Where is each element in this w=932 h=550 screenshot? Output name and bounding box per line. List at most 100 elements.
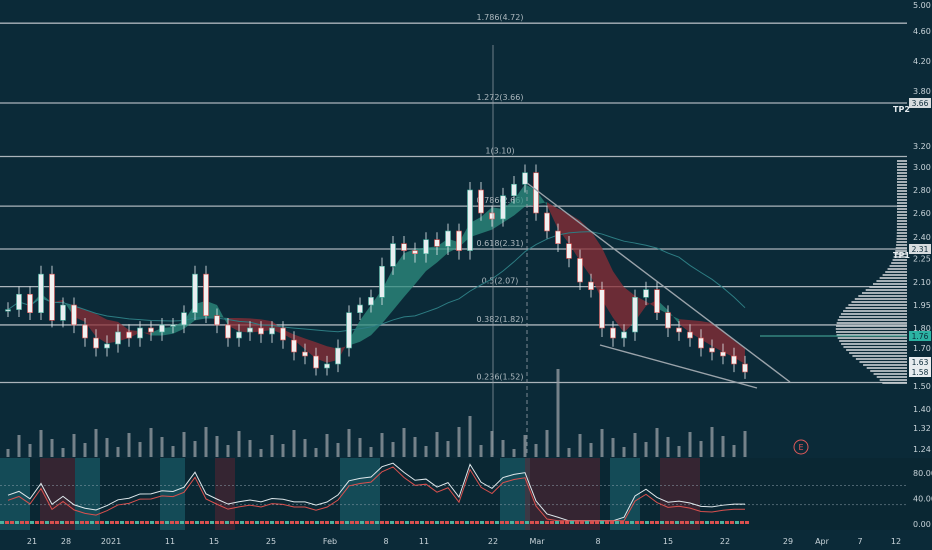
candle-body bbox=[566, 243, 572, 259]
ribbon-segment bbox=[569, 213, 580, 262]
oscillator-dot bbox=[75, 521, 79, 524]
y-axis: 5.00 4.60 4.20 3.80 3.20 3.00 2.80 2.60 2.40 2.25… bbox=[913, 1, 932, 529]
ribbon-segment bbox=[96, 313, 107, 344]
oscillator-dot bbox=[140, 521, 144, 524]
volume-profile-bar bbox=[896, 190, 907, 192]
volume-profile-bar bbox=[896, 196, 907, 198]
oscillator-dot bbox=[60, 521, 64, 524]
volume-profile-bar bbox=[879, 379, 907, 381]
oscillator-dot bbox=[145, 521, 149, 524]
oscillator-dot bbox=[185, 521, 189, 524]
volume-profile-bar bbox=[845, 307, 907, 309]
volume-profile-bar bbox=[854, 298, 907, 300]
oscillator-dot bbox=[415, 521, 419, 524]
oscillator-dot bbox=[565, 521, 569, 524]
oscillator-dot bbox=[105, 521, 109, 524]
oscillator-dot bbox=[655, 521, 659, 524]
oscillator-dot bbox=[725, 521, 729, 524]
oscillator-dot bbox=[225, 521, 229, 524]
oscillator-dot bbox=[640, 521, 644, 524]
candle-body bbox=[269, 327, 275, 335]
candle-body bbox=[577, 258, 583, 283]
oscillator-dot bbox=[235, 521, 239, 524]
oscillator-dot bbox=[405, 521, 409, 524]
oscillator-dot bbox=[165, 521, 169, 524]
candle-body bbox=[643, 289, 649, 298]
x-axis-tick-label: 22 bbox=[488, 537, 498, 546]
volume-bar bbox=[314, 448, 318, 457]
oscillator-dot bbox=[130, 521, 134, 524]
volume-bar bbox=[655, 428, 659, 457]
volume-bar bbox=[677, 446, 681, 457]
oscillator-dot bbox=[555, 521, 559, 524]
oscillator-dot bbox=[580, 521, 584, 524]
oscillator-dot bbox=[15, 521, 19, 524]
oscillator-dot bbox=[190, 521, 194, 524]
y-axis-tick-label: 2.60 bbox=[913, 209, 931, 218]
volume-bar bbox=[215, 436, 219, 457]
oscillator-dot bbox=[170, 521, 174, 524]
volume-bar bbox=[61, 448, 65, 457]
volume-bar bbox=[501, 440, 505, 457]
volume-bar bbox=[468, 416, 472, 457]
volume-bar bbox=[72, 434, 76, 457]
oscillator-dot bbox=[45, 521, 49, 524]
volume-bar bbox=[270, 435, 274, 457]
volume-bar bbox=[633, 433, 637, 457]
oscillator-band bbox=[660, 458, 700, 530]
oscillator-dot bbox=[445, 521, 449, 524]
oscillator-dot bbox=[345, 521, 349, 524]
candle-body bbox=[599, 289, 605, 329]
candle-body bbox=[324, 363, 330, 369]
oscillator-dot bbox=[635, 521, 639, 524]
oscillator-dot bbox=[35, 521, 39, 524]
y-axis-tick-label: 80.00 bbox=[913, 469, 932, 478]
volume-bar bbox=[369, 447, 373, 457]
volume-profile-bar bbox=[896, 238, 907, 240]
volume-profile-bar bbox=[896, 241, 907, 243]
oscillator-dot bbox=[395, 521, 399, 524]
earnings-marker[interactable]: E bbox=[793, 439, 809, 455]
volume-profile-bar bbox=[896, 226, 907, 228]
volume-bar bbox=[83, 443, 87, 457]
volume-profile-bar bbox=[893, 256, 907, 258]
oscillator-band bbox=[500, 458, 530, 530]
ribbon-segment bbox=[85, 309, 96, 337]
volume-profile-bar bbox=[897, 178, 907, 180]
x-axis-tick-label: Apr bbox=[815, 537, 830, 546]
oscillator-dot bbox=[290, 521, 294, 524]
volume-bar bbox=[545, 430, 549, 457]
oscillator-dot bbox=[480, 521, 484, 524]
volume-profile-bar bbox=[896, 217, 907, 219]
ribbon-segment bbox=[723, 330, 734, 358]
fib-label: 0.236(1.52) bbox=[477, 373, 524, 382]
oscillator-dot bbox=[730, 521, 734, 524]
x-axis-tick-label: Mar bbox=[529, 537, 545, 546]
oscillator-dot bbox=[625, 521, 629, 524]
volume-profile-bar bbox=[891, 262, 907, 264]
volume-profile-bar bbox=[897, 163, 907, 165]
oscillator-dot bbox=[240, 521, 244, 524]
oscillator-dot bbox=[595, 521, 599, 524]
volume-profile-bar bbox=[849, 352, 907, 354]
volume-bar bbox=[325, 434, 329, 457]
volume-bar bbox=[358, 438, 362, 457]
volume-bar bbox=[578, 434, 582, 457]
y-axis-tick-label: 3.00 bbox=[913, 163, 931, 172]
oscillator-dot bbox=[680, 521, 684, 524]
oscillator-dot bbox=[120, 521, 124, 524]
candle-body bbox=[423, 239, 429, 255]
volume-profile-bar bbox=[851, 301, 907, 303]
oscillator-dot bbox=[470, 521, 474, 524]
oscillator-dot bbox=[135, 521, 139, 524]
ribbon-segment bbox=[415, 247, 426, 285]
oscillator-band bbox=[75, 458, 100, 530]
volume-bar bbox=[149, 428, 153, 457]
x-axis-tick-label: 29 bbox=[783, 537, 793, 546]
oscillator-dot bbox=[620, 521, 624, 524]
ribbon-segment bbox=[679, 319, 690, 333]
volume-bar bbox=[534, 444, 538, 457]
volume-bar bbox=[611, 438, 615, 457]
volume-profile-bar bbox=[841, 343, 907, 345]
